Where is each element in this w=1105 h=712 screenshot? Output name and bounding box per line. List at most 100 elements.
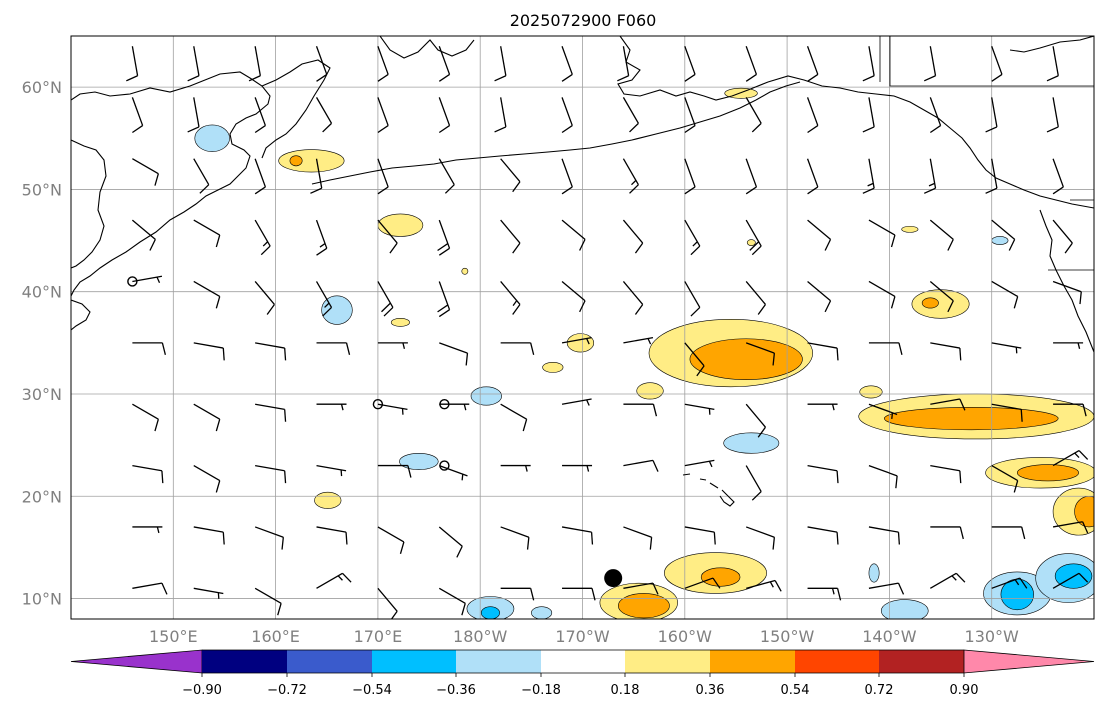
wind-barb	[684, 342, 705, 377]
calm-circle	[372, 399, 384, 410]
wind-barb	[377, 46, 389, 82]
wind-barb	[868, 403, 898, 419]
wind-barb	[862, 46, 875, 82]
lat-label: 40°N	[22, 283, 62, 302]
wind-barb	[1052, 280, 1082, 305]
wind-barb	[923, 46, 937, 82]
colorbar-extend-min	[70, 649, 203, 674]
wind-barb	[377, 464, 412, 478]
wind-barb	[684, 577, 721, 589]
coastline-kamchatka-east	[261, 59, 331, 159]
wind-barb	[807, 587, 842, 601]
wind-barb	[500, 526, 530, 550]
wind-barb	[561, 280, 586, 313]
lon-label: 180°W	[453, 627, 508, 646]
contour-region-28	[461, 267, 469, 275]
wind-barb	[438, 587, 466, 616]
wind-barb	[929, 280, 954, 313]
wind-barb	[868, 280, 896, 309]
wind-barb	[561, 97, 573, 134]
wind-barb	[1052, 158, 1064, 195]
wind-barb	[623, 459, 659, 472]
wind-barb	[500, 587, 535, 601]
colorbar-tick-label: −0.18	[521, 683, 561, 698]
colorbar	[70, 649, 1095, 674]
wind-barb	[561, 46, 573, 82]
wind-barb	[745, 46, 758, 82]
wind-barb	[254, 97, 267, 134]
wind-barb	[561, 398, 592, 406]
wind-barb	[316, 403, 347, 411]
wind-barb	[746, 579, 782, 592]
wind-barb	[132, 342, 167, 355]
contour-region-0	[278, 149, 345, 173]
coastline-kamchatka	[71, 71, 271, 297]
wind-barb	[1046, 46, 1059, 82]
calm-circle	[439, 460, 450, 471]
lon-label: 130°W	[965, 627, 1020, 646]
wind-barb	[500, 158, 521, 193]
colorbar-segment	[456, 650, 541, 673]
colorbar-tick-label: −0.90	[182, 683, 222, 698]
lon-label: 160°E	[251, 627, 300, 646]
colorbar-tick-label: 0.54	[781, 683, 810, 698]
wind-barb	[991, 280, 1019, 309]
contour-region-20	[531, 606, 553, 619]
wind-barb	[991, 526, 1026, 540]
lon-label: 150°E	[149, 627, 198, 646]
contour-region-14-0	[883, 406, 1059, 431]
wind-barb	[254, 281, 275, 315]
wind-barb	[684, 459, 715, 468]
wind-barb	[806, 158, 819, 195]
wind-barb	[132, 403, 159, 432]
wind-barb	[126, 46, 139, 82]
map-title: 2025072900 F060	[510, 11, 657, 30]
wind-barb	[991, 342, 1022, 354]
wind-barb	[562, 587, 596, 601]
colorbar-segment	[541, 650, 625, 673]
contour-region-9	[542, 361, 564, 373]
wind-barb	[622, 97, 639, 133]
colorbar-segment	[710, 650, 795, 673]
wind-barb	[254, 587, 282, 616]
wind-barb	[684, 97, 696, 134]
wind-barb	[132, 464, 164, 484]
wind-barb	[862, 158, 875, 194]
wind-barb	[439, 342, 469, 366]
wind-barb	[193, 219, 221, 248]
wind-barb	[562, 464, 593, 472]
wind-barb	[187, 46, 200, 82]
wind-barb	[316, 572, 352, 589]
contour-region-12	[723, 432, 780, 454]
lat-label: 20°N	[22, 487, 62, 506]
wind-barb	[623, 403, 658, 417]
colorbar-tick-label: 0.72	[865, 683, 894, 698]
wind-barb	[187, 97, 200, 133]
wind-barb	[1046, 97, 1059, 133]
contour-region-13	[911, 289, 970, 319]
wind-barb	[500, 342, 535, 355]
wind-barb	[684, 403, 715, 415]
wind-barb	[439, 464, 468, 481]
contour-region-24	[868, 563, 880, 583]
latitude-labels: 10°N 20°N 30°N 40°N 50°N 60°N	[22, 78, 62, 608]
colorbar-segment	[287, 650, 372, 673]
wind-barb	[684, 281, 701, 317]
coastline-hawaii	[682, 473, 735, 507]
wind-barb	[377, 342, 408, 349]
lon-label: 170°W	[555, 627, 610, 646]
wind-barb	[807, 464, 839, 484]
wind-barb	[623, 526, 653, 550]
wind-barb	[377, 219, 398, 254]
wind-barb	[438, 97, 451, 134]
colorbar-extend-max	[963, 649, 1095, 674]
wind-barb	[991, 46, 1003, 82]
lon-label: 140°W	[862, 627, 917, 646]
wind-barb	[930, 342, 962, 361]
wind-barb	[868, 464, 898, 489]
wind-barb	[806, 46, 819, 82]
contour-region-0-0	[289, 155, 303, 167]
wind-barb	[1052, 572, 1089, 589]
wind-barb	[494, 97, 507, 133]
coastline-northwest	[1009, 36, 1094, 53]
